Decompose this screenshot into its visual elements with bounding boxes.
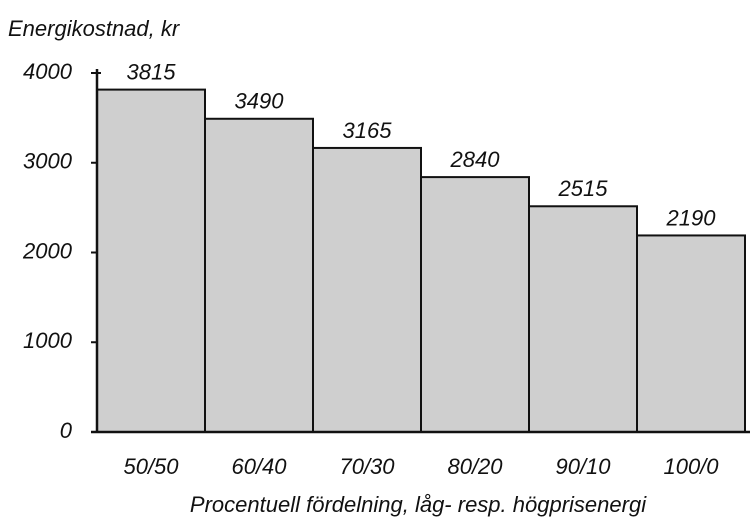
data-label: 3815 bbox=[127, 59, 177, 84]
x-tick-label: 90/10 bbox=[555, 454, 611, 479]
data-label: 2840 bbox=[450, 147, 501, 172]
y-tick-label: 0 bbox=[60, 418, 73, 443]
data-label: 3490 bbox=[235, 89, 285, 114]
bar bbox=[312, 146, 422, 433]
y-tick-label: 2000 bbox=[22, 238, 73, 263]
bar bbox=[204, 117, 314, 434]
x-tick-label: 100/0 bbox=[663, 454, 719, 479]
y-tick-label: 1000 bbox=[23, 328, 73, 353]
bar bbox=[636, 234, 746, 433]
data-label: 2190 bbox=[666, 205, 717, 230]
bar bbox=[420, 176, 530, 433]
bar bbox=[528, 205, 638, 433]
x-tick-label: 80/20 bbox=[447, 454, 503, 479]
y-tick-label: 4000 bbox=[23, 59, 73, 84]
data-label: 3165 bbox=[343, 118, 393, 143]
x-tick-label: 70/30 bbox=[339, 454, 395, 479]
chart-title: Energikostnad, kr bbox=[8, 16, 181, 41]
data-label: 2515 bbox=[558, 176, 609, 201]
x-tick-label: 60/40 bbox=[231, 454, 287, 479]
x-axis-label: Procentuell fördelning, låg- resp. högpr… bbox=[190, 492, 647, 517]
x-tick-label: 50/50 bbox=[123, 454, 179, 479]
bar bbox=[96, 88, 206, 433]
y-tick-label: 3000 bbox=[23, 149, 73, 174]
